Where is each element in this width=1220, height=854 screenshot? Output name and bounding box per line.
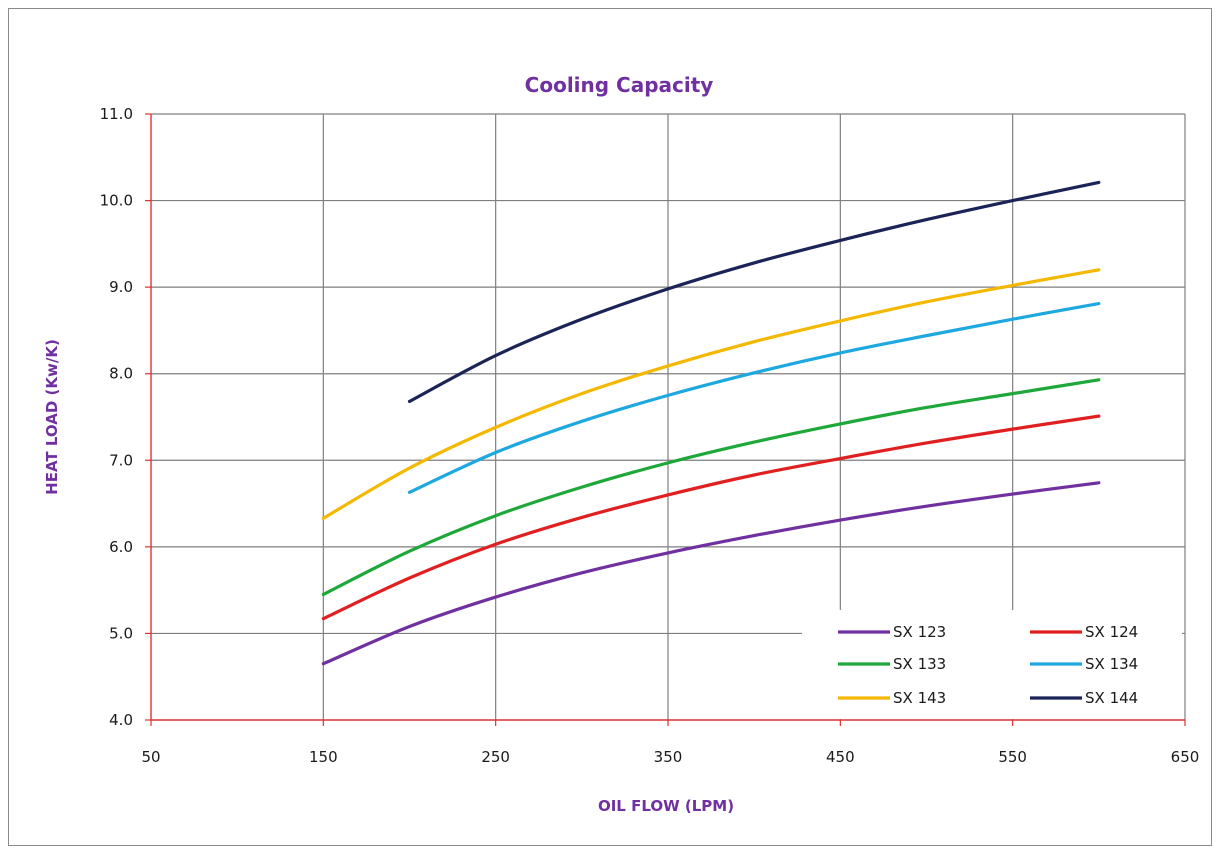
legend-label: SX 143	[893, 689, 946, 707]
axes	[145, 113, 1186, 726]
legend-item-sx-124: SX 124	[1030, 623, 1138, 641]
y-tick-label: 9.0	[109, 278, 133, 296]
series-line-sx-124	[321, 414, 1101, 621]
x-tick-label: 150	[309, 748, 338, 766]
y-tick-label: 11.0	[100, 105, 133, 123]
x-tick-label: 350	[654, 748, 683, 766]
legend: SX 123 SX 124 SX 133 SX 134 SX 143 SX 144	[838, 623, 1138, 707]
series-line-sx-134	[407, 301, 1101, 494]
series-line-sx-144	[407, 180, 1101, 404]
legend-label: SX 124	[1085, 623, 1138, 641]
legend-item-sx-144: SX 144	[1030, 689, 1138, 707]
y-tick-label: 10.0	[100, 192, 133, 210]
y-tick-label: 5.0	[109, 624, 133, 642]
series-line-sx-133	[321, 378, 1101, 597]
x-tick-label: 50	[141, 748, 160, 766]
y-tick-label: 4.0	[109, 711, 133, 729]
legend-item-sx-133: SX 133	[838, 655, 946, 673]
chart-title: Cooling Capacity	[525, 73, 714, 97]
x-tick-label: 550	[998, 748, 1027, 766]
y-tick-label: 8.0	[109, 365, 133, 383]
y-tick-label: 7.0	[109, 451, 133, 469]
x-tick-label: 250	[481, 748, 510, 766]
legend-label: SX 134	[1085, 655, 1138, 673]
y-axis-title: HEAT LOAD (Kw/K)	[43, 339, 61, 495]
series-line-sx-143	[321, 268, 1101, 520]
tick-labels: 50 150 250 350 450 550 650 4.0 5.0 6.0 7.0 8.0 9.0 10…	[100, 105, 1200, 766]
series-line-sx-123	[321, 481, 1101, 666]
legend-item-sx-134: SX 134	[1030, 655, 1138, 673]
legend-item-sx-143: SX 143	[838, 689, 946, 707]
x-tick-label: 650	[1171, 748, 1200, 766]
legend-label: SX 133	[893, 655, 946, 673]
x-axis-title: OIL FLOW (LPM)	[598, 797, 734, 815]
series-lines	[321, 180, 1101, 666]
legend-item-sx-123: SX 123	[838, 623, 946, 641]
y-tick-label: 6.0	[109, 538, 133, 556]
legend-label: SX 144	[1085, 689, 1138, 707]
legend-label: SX 123	[893, 623, 946, 641]
x-tick-label: 450	[826, 748, 855, 766]
